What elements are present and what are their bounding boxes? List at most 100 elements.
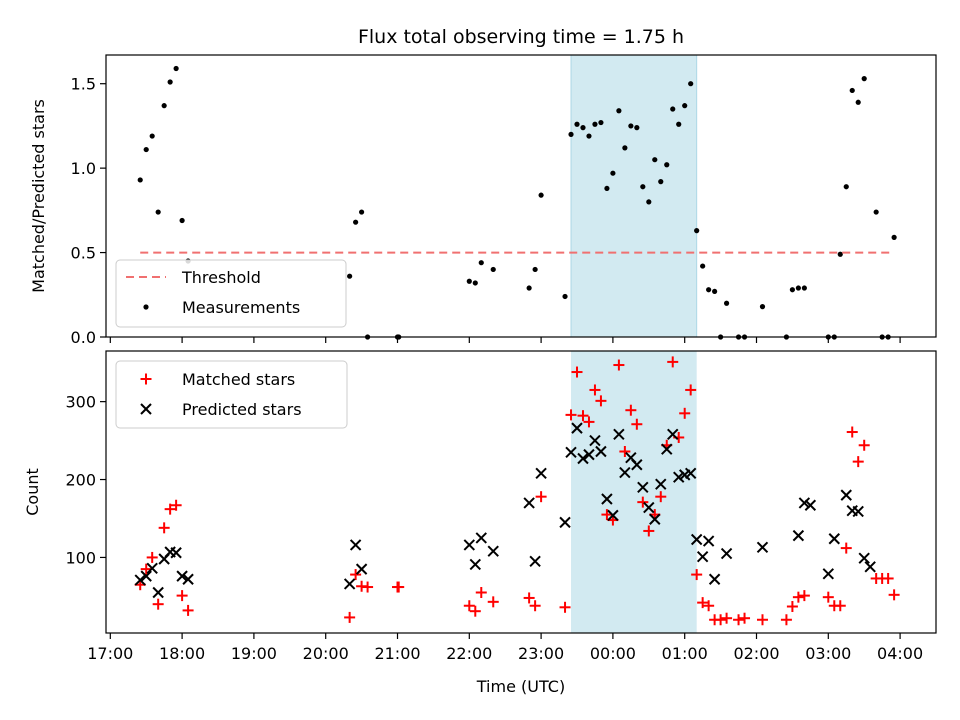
legend-predicted-marker [140, 403, 152, 415]
x-stroke-b [852, 505, 864, 518]
bottom-y-axis-label: Count [23, 468, 42, 516]
matched-star-point [637, 496, 649, 508]
legend-predicted-label: Predicted stars [182, 400, 302, 419]
x-stroke-b [134, 574, 146, 586]
x-stroke-b [822, 568, 835, 580]
predicted-star-point [792, 529, 805, 542]
x-stroke-b [649, 513, 661, 525]
bottom-axes-frame [105, 350, 937, 634]
matched-star-point [140, 563, 152, 575]
measurement-point [688, 81, 694, 87]
measurement-point [173, 65, 179, 72]
x-stroke-b [619, 466, 631, 479]
matched-star-point [164, 503, 176, 515]
x-tick-label: 17:00 [87, 644, 133, 663]
x-stroke-b [690, 533, 703, 546]
predicted-star-point [673, 471, 685, 483]
x-stroke-b [708, 573, 721, 585]
predicted-star-point [637, 481, 649, 494]
measurement-point [682, 103, 688, 109]
top-ytick-label: 0.5 [71, 244, 96, 263]
measurement-point [472, 280, 478, 286]
matched-star-point [631, 418, 643, 430]
x-stroke-b [577, 452, 589, 465]
predicted-star-point [589, 434, 601, 447]
matched-star-point [595, 395, 607, 407]
measurement-point [466, 278, 472, 284]
x-stroke-b [840, 489, 852, 501]
matched-star-point [463, 600, 475, 612]
matched-star-point [858, 439, 870, 451]
legend-measurement-label: Measurements [182, 298, 300, 317]
x-axis-label: Time (UTC) [476, 677, 565, 696]
matched-star-point [475, 586, 487, 598]
x-stroke-b [613, 428, 625, 441]
measurement-point [873, 209, 879, 215]
measurement-point [478, 260, 484, 266]
x-stroke-b [140, 403, 152, 415]
top-ytick-label: 0.0 [71, 328, 96, 347]
matched-star-point [625, 404, 637, 416]
matched-star-point [469, 605, 481, 617]
predicted-star-point [343, 578, 356, 590]
measurement-point [664, 162, 670, 168]
x-stroke-b [529, 555, 541, 568]
x-stroke-b [140, 570, 152, 582]
matched-star-point [535, 491, 547, 503]
predicted-star-point [349, 539, 362, 551]
matched-star-point [715, 614, 727, 626]
measurement-point [658, 179, 664, 185]
predicted-star-point [577, 452, 589, 465]
measurement-point [723, 300, 730, 306]
x-stroke-b [607, 509, 619, 522]
predicted-star-point [852, 505, 864, 518]
bottom-ytick-label: 200 [65, 471, 96, 490]
x-tick-label: 01:00 [662, 644, 708, 663]
bottom-panel: 100 200 300 17:00 18:00 19:00 20:00 21:00 22:00… [23, 350, 937, 696]
measurement-point [694, 228, 700, 234]
bottom-highlight-band [571, 351, 697, 633]
predicted-star-point [613, 428, 625, 441]
measurement-point [712, 288, 718, 295]
predicted-star-point [840, 489, 852, 501]
measurement-point [526, 285, 532, 291]
matched-star-point [571, 366, 583, 378]
measurement-point [538, 192, 544, 198]
measurement-point [789, 287, 796, 293]
matched-star-point [882, 572, 894, 584]
measurement-point [634, 125, 640, 131]
x-tick-label: 02:00 [733, 644, 779, 663]
legend-predicted-swatch [140, 403, 152, 415]
x-stroke-b [475, 532, 487, 544]
x-stroke-b [828, 533, 840, 545]
matched-star-point [888, 589, 900, 601]
top-y-axis-label: Matched/Predicted stars [29, 99, 48, 293]
matched-star-point [362, 581, 374, 593]
predicted-star-point [667, 428, 679, 441]
predicted-star-point [690, 533, 703, 546]
legend-measurement-swatch [143, 304, 149, 310]
bottom-ytick-label: 300 [65, 393, 96, 412]
predicted-star-point [475, 532, 487, 544]
x-tick-label: 23:00 [518, 644, 564, 663]
top-axes-frame [105, 54, 937, 338]
legend-matched-swatch [140, 373, 152, 385]
bottom-legend-box [115, 360, 348, 429]
measurement-point [610, 170, 616, 176]
x-stroke-b [702, 535, 715, 547]
measurement-point [167, 79, 173, 85]
measurement-point [592, 121, 598, 127]
matched-star-point [393, 581, 405, 593]
predicted-star-point [529, 555, 541, 568]
measurement-point [646, 199, 652, 205]
measurement-point [837, 251, 843, 257]
x-tick-label: 03:00 [805, 644, 851, 663]
matched-star-point [152, 598, 164, 610]
x-stroke-b [164, 546, 176, 558]
chart-title: Flux total observing time = 1.75 h [358, 26, 684, 48]
top-panel: 0.0 0.5 1.0 1.5 Matched/Predicted stars Thr… [29, 54, 937, 347]
x-stroke-b [667, 428, 679, 441]
predicted-star-point [864, 561, 876, 573]
matched-star-point [350, 569, 362, 581]
